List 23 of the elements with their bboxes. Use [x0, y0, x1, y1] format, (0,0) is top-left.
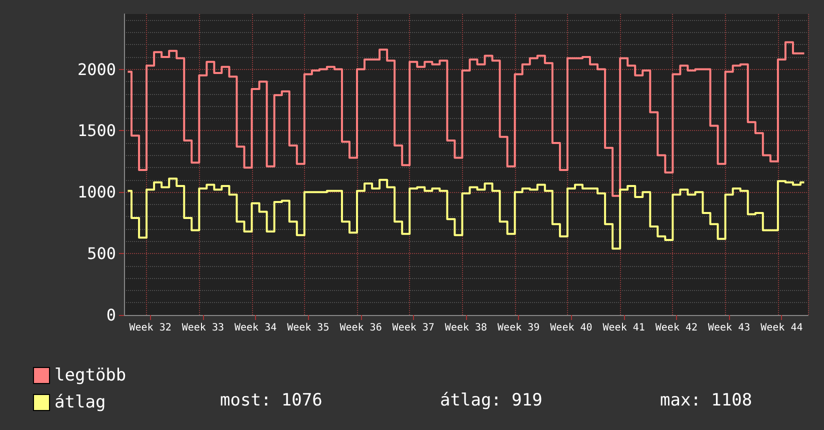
y-tick-label: 0: [106, 306, 116, 324]
x-tick-label: Week 35: [287, 322, 330, 334]
legend-label: legtöbb: [54, 366, 126, 386]
x-tick-label: Week 32: [129, 322, 172, 334]
y-tick-label: 1500: [77, 121, 116, 140]
x-tick-label: Week 40: [550, 322, 592, 334]
text: átlag: 919: [440, 390, 542, 410]
legend-label: átlag: [54, 392, 106, 412]
x-tick-label: Week 38: [444, 322, 488, 334]
x-tick-label: Week 34: [234, 322, 277, 334]
x-tick-label: Week 39: [498, 322, 540, 334]
y-tick-label: 500: [87, 244, 116, 264]
x-tick-label: Week 43: [708, 322, 750, 334]
x-tick-label: Week 36: [340, 322, 382, 334]
x-tick-label: Week 37: [392, 322, 434, 334]
text: max: 1108: [660, 390, 752, 410]
y-tick-label: 1000: [77, 182, 116, 202]
x-tick-label: Week 41: [602, 322, 645, 334]
y-tick-label: 2000: [77, 60, 116, 79]
x-tick-label: Week 33: [182, 322, 224, 334]
text: most: 1076: [220, 390, 322, 410]
x-tick-label: Week 44: [760, 322, 803, 334]
x-tick-label: Week 42: [655, 322, 698, 334]
